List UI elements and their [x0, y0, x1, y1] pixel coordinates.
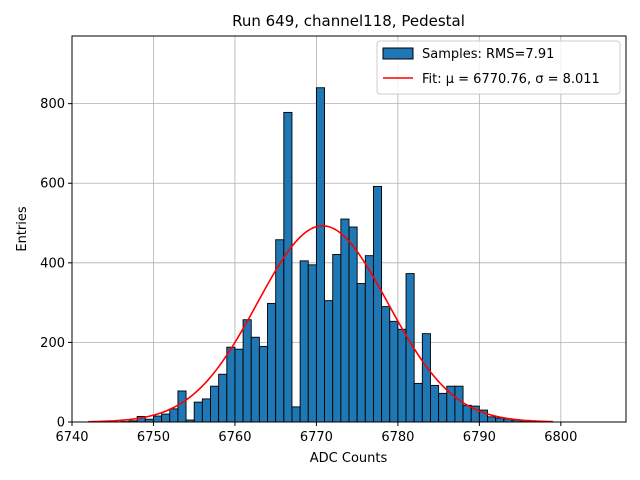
histogram-bar — [315, 87, 326, 423]
histogram-bar — [495, 417, 505, 423]
y-axis-ticks: 0 200 400 600 800 — [40, 97, 72, 431]
histogram-bar — [389, 320, 399, 423]
histogram-bar — [161, 413, 171, 423]
histogram-bar — [283, 111, 293, 423]
x-axis-label: ADC Counts — [310, 451, 388, 466]
histogram-bar — [413, 382, 423, 423]
histogram-bar — [258, 345, 268, 423]
x-axis-ticks: 6740 6750 6760 6770 6780 6790 6800 — [55, 422, 577, 445]
histogram-bar — [421, 333, 431, 423]
x-tick-label: 6780 — [381, 430, 414, 445]
histogram-bar — [218, 373, 228, 423]
x-tick-label: 6800 — [544, 430, 577, 445]
x-tick-label: 6790 — [463, 430, 496, 445]
histogram-bar — [226, 346, 236, 423]
x-tick-label: 6770 — [300, 430, 333, 445]
histogram-bar — [430, 384, 440, 423]
legend-entry-fit: Fit: μ = 6770.76, σ = 8.011 — [422, 72, 600, 87]
histogram-bar — [372, 185, 383, 423]
histogram-bar — [210, 385, 220, 423]
histogram-bar — [438, 392, 448, 423]
x-tick-label: 6760 — [218, 430, 251, 445]
histogram-bar — [267, 302, 277, 423]
y-tick-label: 0 — [57, 416, 65, 431]
y-axis-label: Entries — [15, 206, 30, 252]
y-tick-label: 600 — [40, 177, 65, 192]
histogram-bar — [381, 306, 391, 423]
histogram-bar — [397, 328, 407, 423]
legend-bar-swatch — [382, 47, 414, 60]
histogram-bar — [291, 406, 301, 423]
histogram-bar — [153, 415, 163, 423]
y-tick-label: 400 — [40, 256, 65, 271]
bars — [120, 87, 554, 423]
histogram-bar — [487, 416, 497, 423]
histogram-bar — [356, 283, 366, 423]
x-tick-label: 6740 — [55, 430, 88, 445]
y-tick-label: 800 — [40, 97, 65, 112]
y-tick-label: 200 — [40, 336, 65, 351]
histogram-bar — [324, 300, 334, 423]
histogram-bar — [462, 404, 472, 423]
histogram-bar — [234, 348, 244, 423]
legend: Samples: RMS=7.91 Fit: μ = 6770.76, σ = … — [376, 40, 621, 95]
histogram-bar — [454, 385, 464, 423]
histogram-bar — [193, 401, 203, 423]
legend-entry-samples: Samples: RMS=7.91 — [422, 47, 554, 62]
histogram-bar — [177, 390, 187, 423]
histogram-bar — [242, 319, 252, 423]
plot-frame — [71, 35, 627, 423]
histogram-bar — [201, 398, 211, 423]
histogram-bar — [332, 254, 342, 423]
fit-curve — [88, 225, 553, 423]
histogram-bar — [169, 408, 179, 423]
legend-box — [376, 40, 621, 95]
histogram-bar — [250, 336, 260, 423]
x-tick-label: 6750 — [137, 430, 170, 445]
chart-title: Run 649, channel118, Pedestal — [232, 12, 465, 30]
histogram-bar — [299, 260, 309, 423]
histogram-bar — [364, 255, 374, 423]
histogram-bar — [348, 226, 358, 423]
histogram-bar — [307, 264, 317, 423]
histogram-bar — [340, 218, 350, 423]
